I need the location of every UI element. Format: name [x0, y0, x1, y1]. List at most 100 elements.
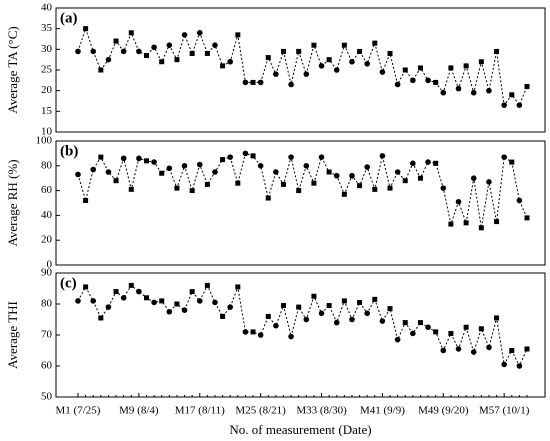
point: [242, 79, 249, 86]
point: [235, 32, 241, 38]
point: [486, 87, 492, 94]
point: [273, 322, 279, 329]
point: [326, 169, 332, 175]
point: [387, 306, 393, 312]
series-line: [77, 152, 528, 228]
point: [136, 48, 142, 55]
point: [402, 320, 408, 326]
point: [113, 289, 119, 295]
point: [120, 295, 127, 301]
point: [75, 48, 81, 55]
point: [181, 32, 188, 38]
point: [273, 71, 279, 77]
point: [105, 169, 112, 175]
point: [463, 324, 469, 330]
y-axis-label: Average RH (%): [5, 159, 20, 246]
point: [425, 77, 431, 84]
point: [516, 102, 523, 108]
point: [120, 155, 127, 162]
point: [212, 299, 218, 306]
point: [174, 301, 180, 307]
y-tick-label: 90: [41, 267, 53, 279]
point: [364, 61, 370, 67]
point: [257, 79, 264, 86]
point: [257, 332, 264, 338]
point: [494, 48, 500, 54]
point: [166, 42, 173, 48]
point: [250, 79, 256, 85]
point: [204, 50, 210, 56]
y-tick-label: 15: [41, 105, 53, 117]
point: [326, 57, 332, 63]
point: [196, 298, 203, 304]
point: [220, 313, 226, 319]
point: [417, 175, 423, 181]
point: [303, 316, 310, 323]
plot-frame: [55, 272, 546, 398]
point: [90, 166, 97, 173]
point: [311, 180, 317, 186]
point: [113, 38, 119, 44]
x-axis-label: No. of measurement (Date): [229, 422, 371, 437]
point: [242, 150, 249, 157]
point: [417, 65, 423, 71]
point: [318, 310, 325, 317]
point: [181, 307, 188, 314]
point: [524, 215, 530, 221]
point: [98, 154, 104, 160]
point: [440, 89, 447, 96]
point: [372, 40, 378, 46]
point: [318, 63, 325, 69]
point: [501, 154, 507, 160]
point: [265, 55, 271, 61]
point: [372, 296, 378, 302]
point: [143, 295, 149, 301]
point: [280, 303, 286, 309]
y-tick-label: 25: [41, 64, 53, 76]
point: [128, 186, 134, 192]
point: [455, 346, 462, 352]
y-tick-label: 35: [41, 22, 53, 34]
point: [90, 48, 97, 55]
point: [333, 319, 340, 326]
point: [189, 50, 195, 56]
point: [478, 59, 484, 65]
y-axis-label: Average TA (°C): [5, 26, 20, 113]
x-tick-label: M17 (8/11): [175, 405, 225, 417]
point: [433, 79, 439, 85]
point: [402, 178, 408, 184]
point: [501, 102, 507, 108]
point: [250, 329, 256, 335]
point: [280, 48, 286, 54]
point: [265, 195, 271, 201]
point: [387, 185, 393, 191]
point: [105, 304, 112, 310]
point: [478, 225, 484, 231]
point: [372, 186, 378, 192]
y-tick-label: 20: [41, 234, 53, 246]
point: [166, 165, 173, 172]
point: [98, 67, 104, 73]
point: [235, 284, 241, 290]
point: [486, 179, 492, 185]
point: [326, 303, 332, 309]
point: [516, 197, 523, 204]
x-tick-label: M9 (8/4): [119, 405, 159, 417]
point: [159, 298, 165, 304]
point: [296, 48, 302, 54]
y-tick-label: 40: [41, 2, 53, 14]
point: [296, 304, 302, 310]
point: [189, 289, 195, 295]
point: [349, 58, 355, 65]
point: [357, 299, 363, 305]
point: [235, 180, 241, 186]
x-tick-label: M25 (8/21): [235, 405, 286, 417]
point: [509, 92, 515, 98]
point: [204, 282, 210, 288]
point: [227, 58, 234, 65]
point: [486, 344, 492, 351]
point: [357, 48, 363, 54]
y-tick-label: 100: [36, 135, 53, 147]
point: [296, 188, 302, 194]
y-axis-label: Average THI: [5, 301, 20, 369]
